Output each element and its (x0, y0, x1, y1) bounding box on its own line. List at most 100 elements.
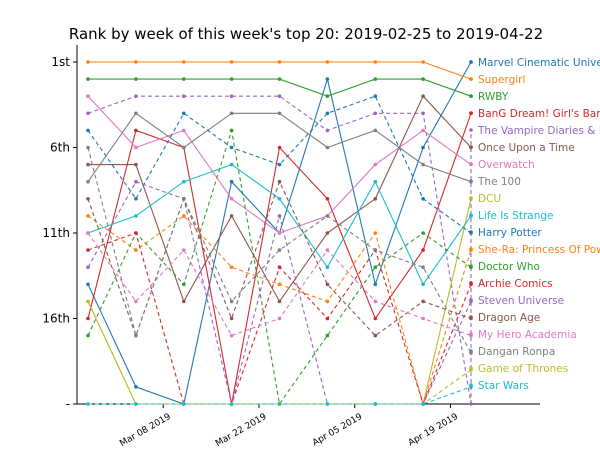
legend-marker (469, 298, 473, 302)
data-point (229, 77, 234, 81)
data-point (277, 197, 282, 201)
data-point (134, 385, 138, 389)
legend-marker (469, 332, 473, 336)
legend-label: BanG Dream! Girl's Band Party! (478, 108, 600, 120)
data-point (421, 299, 425, 304)
data-point (421, 402, 425, 406)
series-line (88, 78, 472, 97)
data-point (421, 128, 425, 133)
data-point (86, 145, 90, 150)
plot-area: 1st 6th 11th 16th - Mar 08 2019 Mar 22 2019 Apr… (42, 45, 540, 449)
legend-marker (469, 247, 473, 251)
data-point (86, 402, 90, 406)
legend-label: The Vampire Diaries & Legacies (477, 125, 600, 137)
data-point (277, 111, 282, 116)
data-point (421, 282, 425, 287)
data-point (134, 94, 138, 98)
legend-marker (469, 145, 473, 149)
data-point (229, 299, 234, 304)
data-point (134, 299, 138, 304)
data-point (182, 60, 186, 64)
data-point (134, 214, 138, 218)
data-point (182, 128, 186, 133)
data-point (277, 402, 282, 406)
data-point (325, 197, 330, 201)
series-line (87, 113, 472, 405)
y-tick-label: 11th (42, 226, 70, 240)
legend-label: Supergirl (478, 74, 525, 86)
x-tick-label: Apr 19 2019 (407, 412, 460, 449)
data-point (325, 265, 330, 270)
data-point (229, 197, 234, 201)
legend-marker (469, 281, 473, 285)
data-point (325, 248, 330, 252)
legend-marker (469, 366, 473, 370)
legend-marker (469, 349, 473, 353)
data-point (373, 282, 378, 287)
data-point (421, 316, 425, 321)
data-point (229, 60, 234, 64)
data-point (229, 333, 234, 338)
y-tick-label: 16th (42, 312, 70, 326)
data-point (421, 145, 425, 150)
chart-title: Rank by week of this week's top 20: 2019… (69, 25, 543, 43)
series-line (87, 95, 472, 405)
data-point (134, 179, 138, 184)
data-point (182, 402, 186, 406)
data-point (421, 231, 425, 235)
data-point (325, 333, 330, 338)
data-point (277, 60, 282, 64)
legend-label: DCU (478, 193, 501, 205)
legend-marker (469, 77, 473, 81)
data-point (182, 248, 186, 252)
data-point (86, 111, 90, 116)
legend-label: Once Upon a Time (478, 142, 575, 154)
data-point (421, 111, 425, 116)
data-point (229, 145, 234, 150)
data-point (86, 128, 90, 133)
data-point (325, 111, 330, 116)
data-point (229, 316, 234, 321)
data-point (373, 77, 378, 81)
legend-label: The 100 (477, 176, 521, 188)
data-point (373, 111, 378, 116)
legend-marker (469, 213, 473, 217)
data-point (325, 94, 330, 98)
data-point (277, 145, 282, 150)
data-point (277, 94, 282, 98)
data-point (421, 197, 425, 201)
legend-marker (469, 162, 473, 166)
data-point (229, 402, 234, 406)
series-line (87, 130, 472, 406)
data-point (325, 231, 330, 235)
data-point (325, 282, 330, 287)
data-point (229, 162, 234, 167)
data-point (134, 197, 138, 201)
data-point (325, 128, 330, 133)
data-point (229, 214, 234, 218)
data-point (373, 316, 378, 321)
data-point (277, 77, 282, 81)
data-point (86, 299, 90, 304)
data-point (277, 231, 282, 235)
data-point (86, 197, 90, 201)
data-point (86, 60, 90, 64)
data-point (325, 316, 330, 321)
legend-label: Overwatch (478, 159, 535, 171)
data-point (421, 60, 425, 64)
data-point (277, 265, 282, 270)
data-point (229, 179, 234, 184)
legend-label: She-Ra: Princess Of Power (478, 244, 600, 256)
data-point (182, 179, 186, 184)
x-tick-label: Apr 05 2019 (311, 412, 364, 449)
data-point (277, 299, 282, 304)
legend-marker (469, 383, 473, 387)
data-point (277, 214, 282, 218)
data-point (373, 128, 378, 133)
legend-label: Game of Thrones (478, 363, 568, 375)
legend-label: Dragon Age (478, 312, 540, 324)
data-point (182, 282, 186, 287)
data-point (86, 214, 90, 218)
legend-marker (469, 94, 473, 98)
